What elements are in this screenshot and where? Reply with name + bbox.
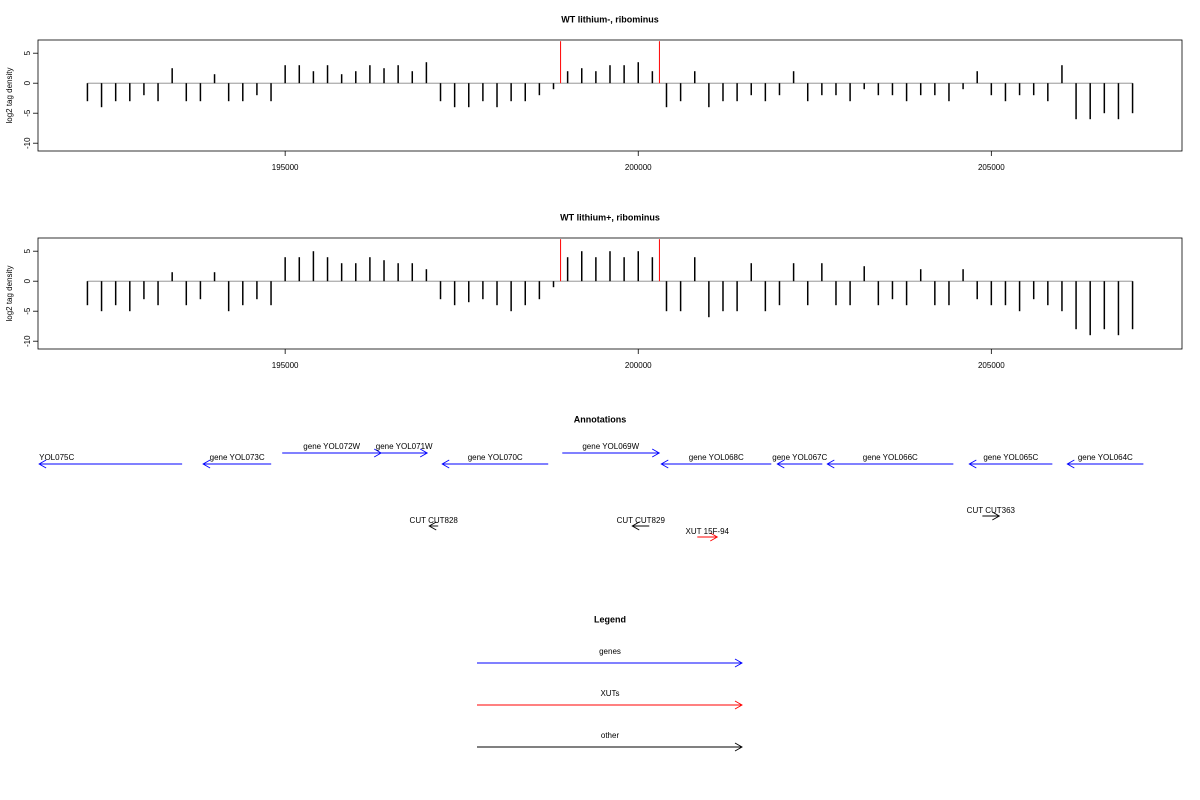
y-tick-label: 5 [23,248,32,253]
gene-arrow-head [968,459,977,469]
feature-arrow-head [631,521,640,531]
gene-label: gene YOL071W [376,442,433,451]
y-tick-label: -5 [23,307,32,315]
x-tick-label: 200000 [625,361,652,370]
y-tick-label: 0 [23,278,32,283]
gene-arrow-head [202,459,211,469]
legend-label: XUTs [600,689,619,698]
gene-arrow-head [660,459,669,469]
gene-arrow-head [419,448,429,458]
gene-label: gene YOL065C [983,453,1038,462]
gene-label: gene YOL067C [772,453,827,462]
gene-arrow-head [776,459,785,469]
x-tick-label: 195000 [272,361,299,370]
gene-arrow-head [651,448,661,458]
feature-label: CUT CUT828 [410,516,459,525]
gene-label: gene YOL064C [1078,453,1133,462]
gene-arrow-head [38,459,47,469]
legend-label: genes [599,647,621,656]
x-tick-label: 200000 [625,163,652,172]
feature-label: CUT CUT363 [967,506,1016,515]
gene-label: gene YOL072W [303,442,360,451]
feature-label: CUT CUT829 [617,516,666,525]
x-tick-label: 205000 [978,361,1005,370]
annotations-title: Annotations [574,414,627,424]
legend-label: other [601,731,620,740]
y-axis-label: log2 tag density [5,265,14,321]
chart-title: WT lithium+, ribominus [560,212,660,222]
plot-frame [37,237,1183,350]
gene-label: YOL075C [39,453,74,462]
gene-label: gene YOL069W [582,442,639,451]
gene-label: gene YOL068C [689,453,744,462]
gene-label: gene YOL066C [863,453,918,462]
x-tick-label: 205000 [978,163,1005,172]
y-tick-label: 5 [23,50,32,55]
legend-title: Legend [594,614,626,624]
feature-arrow-head [992,511,1001,521]
gene-arrow-head [441,459,450,469]
x-tick-label: 195000 [272,163,299,172]
gene-arrow-head [826,459,835,469]
y-tick-label: -10 [23,137,32,149]
y-tick-label: -10 [23,335,32,347]
legend-head [734,658,743,668]
feature-arrow-head [710,532,719,542]
y-tick-label: -5 [23,109,32,117]
y-axis-label: log2 tag density [5,67,14,123]
y-tick-label: 0 [23,80,32,85]
plot-frame [37,39,1183,152]
legend-head [734,742,743,752]
gene-label: gene YOL070C [468,453,523,462]
legend-head [734,700,743,710]
gene-label: gene YOL073C [210,453,265,462]
chart-title: WT lithium-, ribominus [561,14,659,24]
feature-arrow-head [428,521,437,531]
gene-arrow-head [1066,459,1075,469]
feature-label: XUT 15F-94 [686,527,730,536]
